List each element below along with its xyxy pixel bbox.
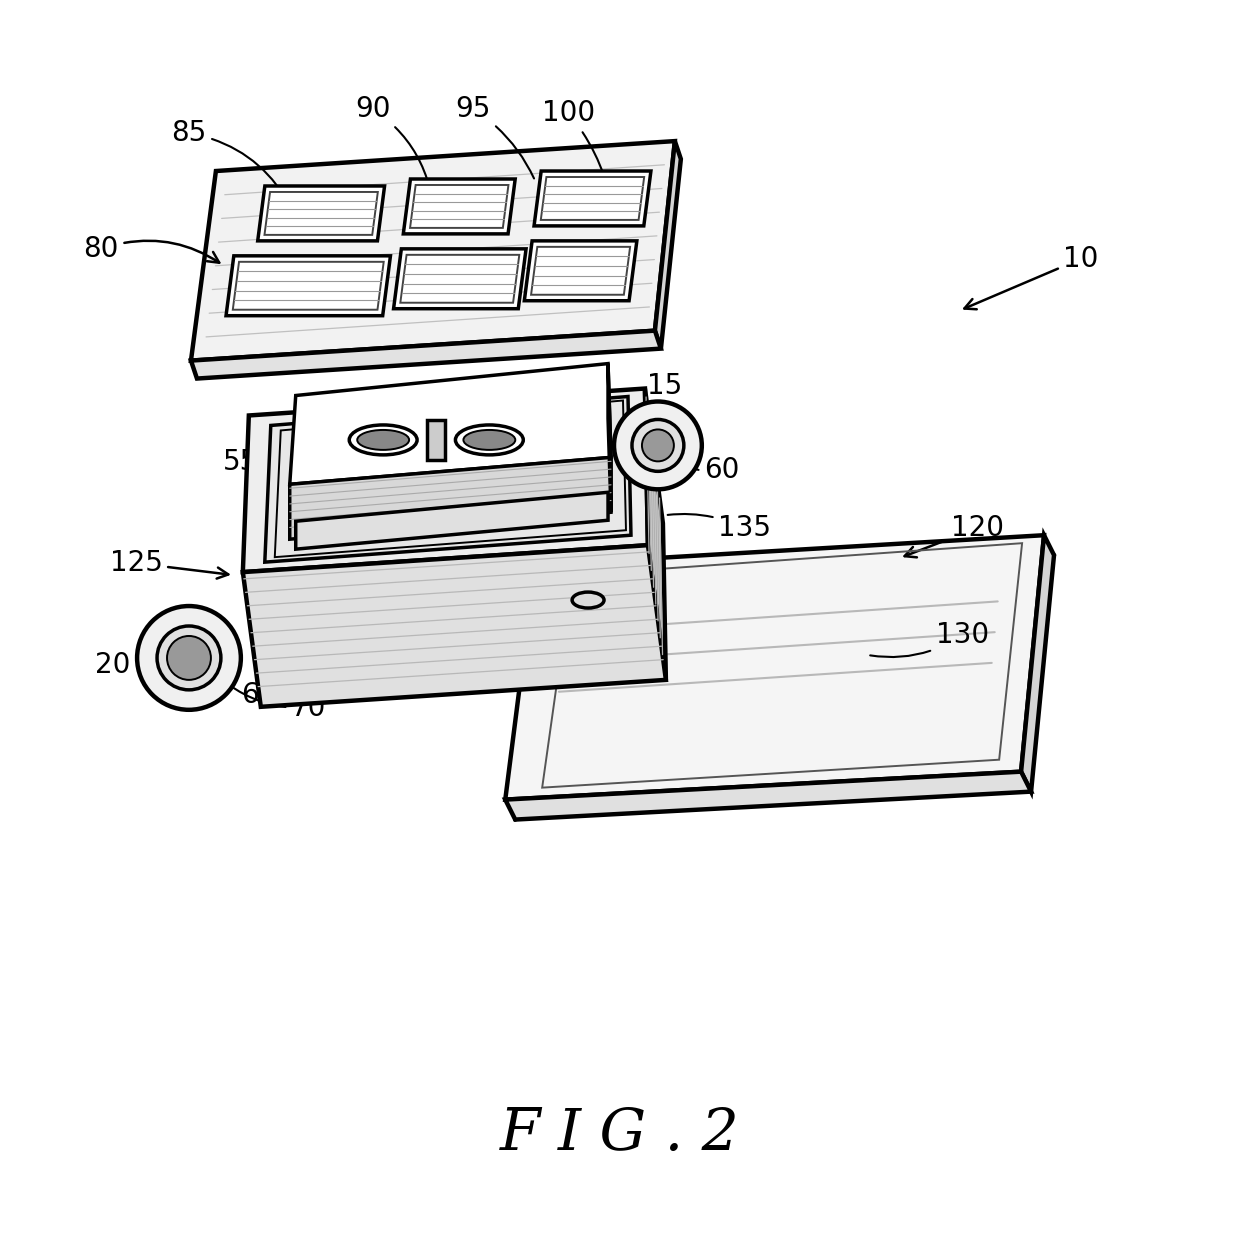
Polygon shape <box>265 397 631 562</box>
Polygon shape <box>393 249 526 309</box>
Text: 90: 90 <box>355 95 430 189</box>
Polygon shape <box>655 141 681 349</box>
Ellipse shape <box>357 430 409 450</box>
Text: 75: 75 <box>491 394 549 424</box>
Text: 20: 20 <box>95 624 186 679</box>
Circle shape <box>157 626 221 689</box>
Polygon shape <box>534 171 651 226</box>
Ellipse shape <box>464 430 516 450</box>
Polygon shape <box>258 186 384 241</box>
Polygon shape <box>275 400 626 557</box>
Text: 130: 130 <box>870 620 988 657</box>
Polygon shape <box>428 420 445 460</box>
Circle shape <box>614 402 702 489</box>
Polygon shape <box>645 389 666 679</box>
Polygon shape <box>608 364 611 512</box>
Polygon shape <box>295 493 608 549</box>
Circle shape <box>642 429 673 462</box>
Text: F I G . 2: F I G . 2 <box>500 1106 740 1162</box>
Polygon shape <box>243 545 666 707</box>
Polygon shape <box>191 141 675 360</box>
Polygon shape <box>290 364 611 484</box>
Ellipse shape <box>350 425 417 455</box>
Text: 135: 135 <box>667 514 771 542</box>
Polygon shape <box>243 389 649 572</box>
Ellipse shape <box>572 592 604 608</box>
Text: 50: 50 <box>316 412 356 439</box>
Circle shape <box>167 636 211 679</box>
Text: 85: 85 <box>171 119 291 209</box>
Text: 60: 60 <box>662 450 739 484</box>
Text: 10: 10 <box>965 245 1099 309</box>
Text: 15: 15 <box>631 372 682 408</box>
Text: 100: 100 <box>542 99 604 176</box>
Polygon shape <box>1021 535 1054 792</box>
Polygon shape <box>226 256 391 315</box>
Text: 55: 55 <box>223 448 294 477</box>
Circle shape <box>632 419 683 472</box>
Polygon shape <box>525 241 637 300</box>
Text: 80: 80 <box>83 235 219 263</box>
Polygon shape <box>191 330 661 379</box>
Polygon shape <box>505 772 1032 819</box>
Text: 70: 70 <box>221 679 326 722</box>
Text: 120: 120 <box>904 514 1003 558</box>
Polygon shape <box>403 179 515 234</box>
Text: 65: 65 <box>208 668 277 709</box>
Text: 95: 95 <box>455 95 534 179</box>
Polygon shape <box>290 458 611 539</box>
Polygon shape <box>505 535 1044 799</box>
Text: 125: 125 <box>109 549 228 579</box>
Circle shape <box>138 605 241 709</box>
Ellipse shape <box>455 425 523 455</box>
